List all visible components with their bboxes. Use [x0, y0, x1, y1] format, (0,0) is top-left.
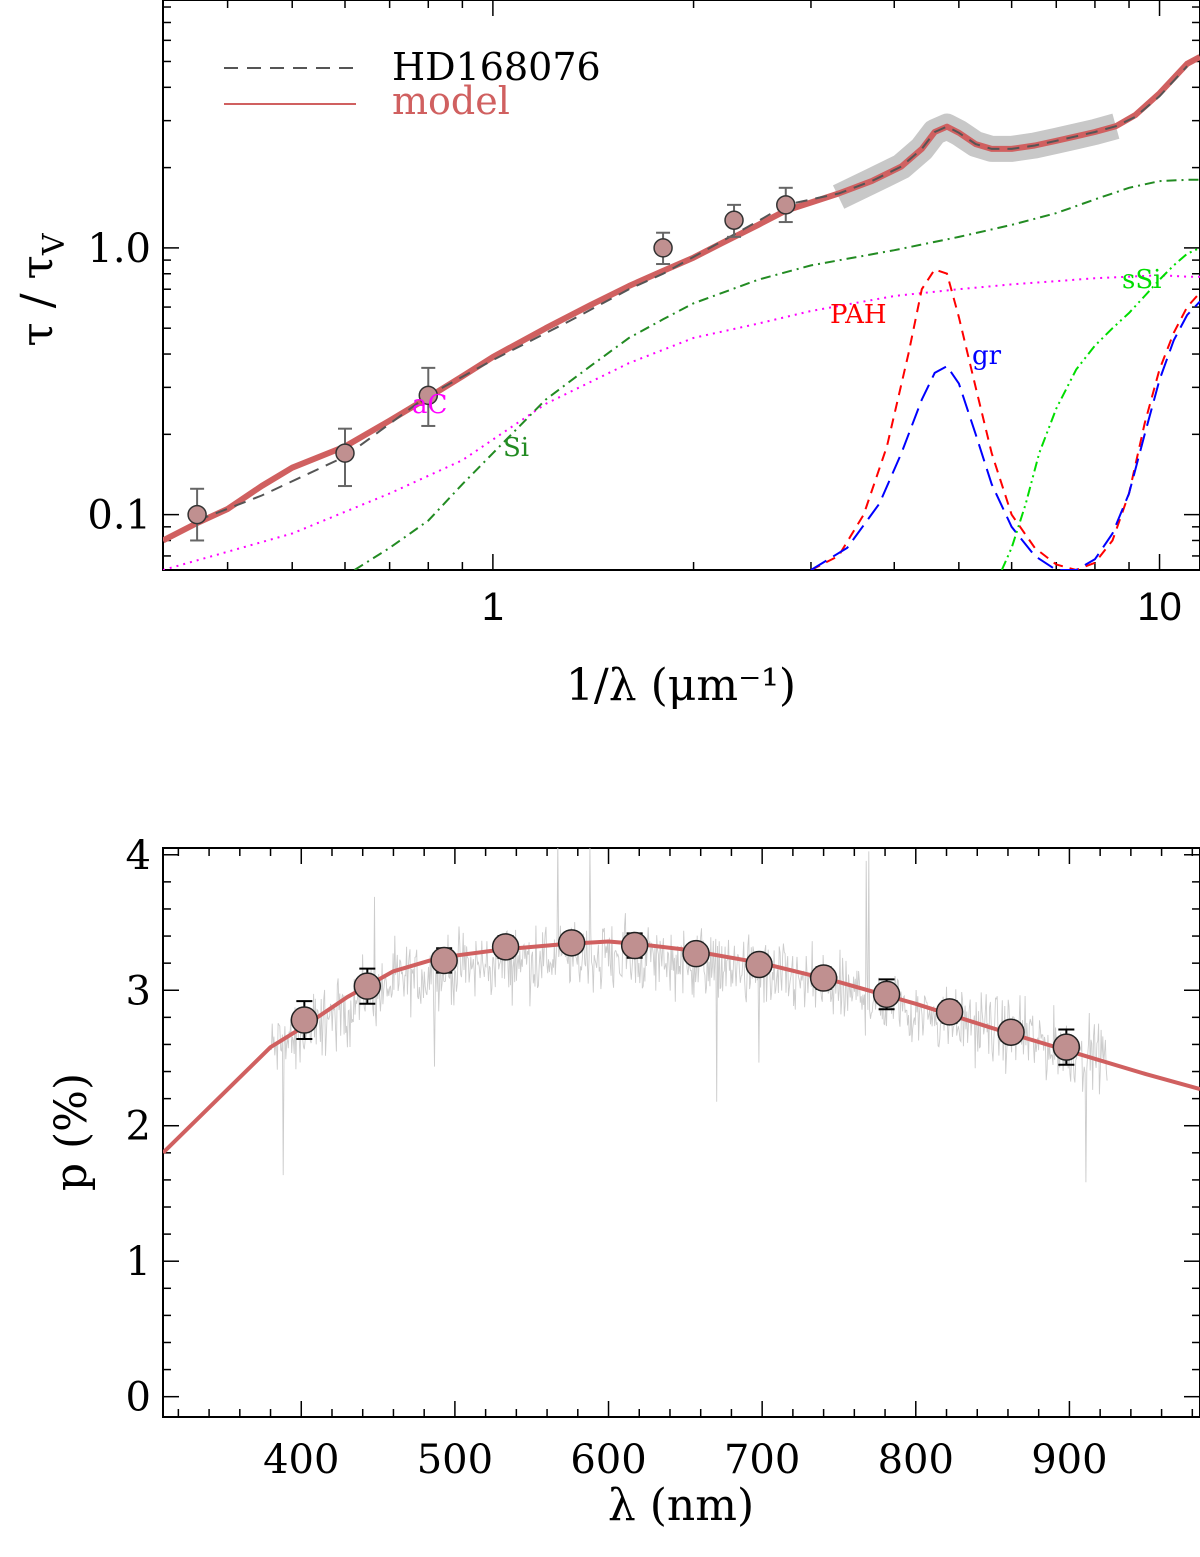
- top-photometry-point-0: [187, 487, 207, 542]
- component-line-gr: [810, 300, 1200, 570]
- data-marker: [724, 210, 744, 230]
- bottom-x-tick-label-2: 600: [570, 1437, 646, 1483]
- top-y-tick-label-1: 1.0: [87, 226, 151, 272]
- bottom-photometry-point-7: [745, 950, 773, 979]
- component-label-gr: gr: [972, 341, 1002, 371]
- legend: HD168076 model: [224, 45, 601, 123]
- data-marker: [653, 238, 673, 258]
- top-photometry-point-3: [653, 231, 673, 266]
- top-x-tick-label-0: 1: [482, 585, 504, 629]
- top-model-line: [163, 54, 1200, 544]
- data-marker: [935, 998, 964, 1026]
- component-label-sSi: sSi: [1122, 265, 1161, 295]
- bottom-y-tick-label-0: 0: [126, 1375, 151, 1421]
- top-photometry-point-5: [776, 186, 796, 224]
- bottom-y-tick-label-4: 4: [126, 833, 151, 879]
- bottom-photometry-point-12: [1052, 1028, 1081, 1066]
- bottom-x-tick-label-1: 500: [417, 1437, 493, 1483]
- top-photometry-point-2: [418, 366, 439, 427]
- bottom-panel: 400 500 600 700 800 900 0 1 2 3 4 λ (nm) p (%): [46, 833, 1200, 1531]
- bottom-y-tick-label-3: 3: [126, 968, 151, 1014]
- bottom-x-axis-label: λ (nm): [608, 1480, 754, 1531]
- bottom-series-lines: [163, 939, 1200, 1155]
- bottom-photometry-point-6: [682, 939, 710, 968]
- bottom-photometry-point-3: [491, 933, 520, 961]
- top-x-tick-label-1: 10: [1137, 585, 1182, 629]
- bottom-x-tick-label-5: 900: [1031, 1437, 1107, 1483]
- data-marker: [430, 946, 458, 975]
- bottom-plot-frame: [162, 847, 1200, 1418]
- bottom-photometry-point-4: [557, 929, 586, 957]
- noisy-spectrum-line: [270, 848, 1108, 1183]
- top-photometry-point-1: [335, 427, 355, 488]
- top-photometry-points: [187, 186, 796, 542]
- data-marker: [682, 939, 710, 968]
- data-marker: [997, 1018, 1025, 1046]
- data-marker: [557, 929, 586, 957]
- bottom-y-tick-label-2: 2: [126, 1104, 151, 1150]
- bottom-photometry-points: [290, 929, 1081, 1066]
- data-marker: [1052, 1033, 1081, 1061]
- data-marker: [187, 504, 207, 525]
- top-y-axis-label-main: τ / τ: [12, 255, 63, 346]
- component-line-PAH: [810, 268, 1200, 570]
- bottom-model-line: [163, 939, 1200, 1155]
- top-panel: 1 10 0.1 1.0 HD168076 model aC Si PAH gr sS…: [12, 0, 1200, 711]
- data-marker: [491, 933, 520, 961]
- component-label-Si: Si: [503, 433, 529, 463]
- data-marker: [776, 195, 796, 215]
- top-y-axis-label-sub: V: [37, 232, 72, 256]
- bottom-photometry-point-8: [809, 964, 838, 992]
- top-y-tick-label-0: 0.1: [87, 493, 151, 539]
- bottom-photometry-point-5: [620, 931, 649, 960]
- bottom-photometry-point-1: [353, 967, 382, 1005]
- dust-components: [163, 178, 1200, 570]
- top-axis-ticks: 1 10 0.1 1.0: [87, 0, 1200, 629]
- component-label-aC: aC: [412, 390, 447, 420]
- component-line-sSi: [1000, 246, 1200, 570]
- data-marker: [745, 950, 773, 979]
- bottom-x-tick-label-4: 800: [878, 1437, 954, 1483]
- svg-text:τ / τV: τ / τV: [12, 232, 72, 346]
- bottom-y-tick-label-1: 1: [126, 1239, 151, 1285]
- data-marker: [809, 964, 838, 992]
- data-marker: [335, 443, 355, 463]
- data-marker: [353, 972, 382, 1000]
- bottom-axis-ticks: 400 500 600 700 800 900 0 1 2 3 4: [126, 833, 1200, 1483]
- bottom-y-axis-label: p (%): [46, 1073, 97, 1191]
- bottom-x-tick-label-3: 700: [724, 1437, 800, 1483]
- component-line-Si: [353, 178, 1200, 570]
- legend-label-model: model: [392, 79, 510, 123]
- data-marker: [872, 980, 901, 1009]
- bottom-photometry-point-10: [935, 998, 964, 1026]
- polarization-spectrum: [270, 848, 1108, 1183]
- bottom-x-tick-label-0: 400: [263, 1437, 339, 1483]
- top-plot-frame: [162, 0, 1200, 571]
- top-y-axis-label: τ / τV: [12, 232, 72, 346]
- data-marker: [620, 931, 649, 960]
- data-marker: [418, 385, 439, 406]
- bottom-photometry-point-11: [997, 1018, 1025, 1046]
- bottom-photometry-point-2: [430, 946, 458, 975]
- legend-label-observed: HD168076: [392, 45, 601, 89]
- component-line-aC: [163, 274, 1200, 570]
- top-series-lines: [163, 54, 1200, 544]
- bottom-photometry-point-0: [290, 1000, 319, 1041]
- data-marker: [290, 1006, 319, 1034]
- top-photometry-point-4: [724, 203, 744, 238]
- component-label-PAH: PAH: [830, 300, 887, 330]
- bottom-photometry-point-9: [872, 978, 901, 1011]
- top-x-axis-label: 1/λ (μm⁻¹): [566, 660, 796, 711]
